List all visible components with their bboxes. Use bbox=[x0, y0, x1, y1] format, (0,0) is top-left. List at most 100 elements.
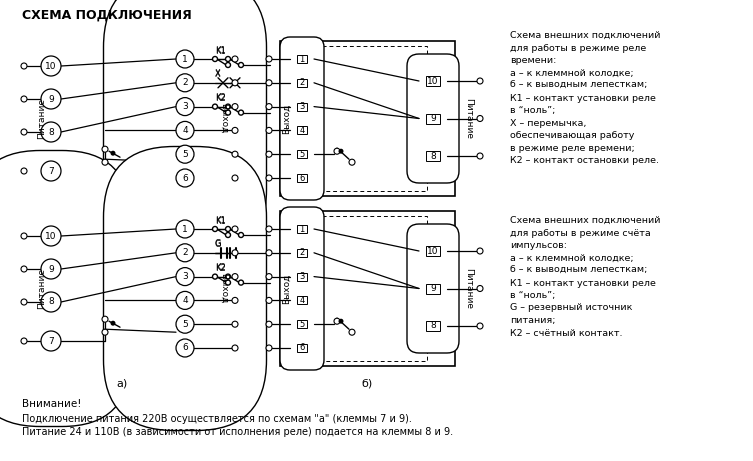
Text: Х – перемычка,: Х – перемычка, bbox=[510, 118, 587, 128]
Circle shape bbox=[232, 175, 238, 181]
Bar bbox=[426, 284, 440, 294]
Circle shape bbox=[225, 226, 230, 231]
Text: Выход: Выход bbox=[282, 273, 291, 304]
Text: 8: 8 bbox=[430, 152, 436, 160]
Text: 6: 6 bbox=[299, 343, 305, 353]
Text: Схема внешних подключений: Схема внешних подключений bbox=[510, 31, 660, 40]
Text: 9: 9 bbox=[430, 114, 436, 123]
Circle shape bbox=[176, 121, 194, 139]
Circle shape bbox=[102, 329, 108, 335]
Circle shape bbox=[176, 244, 194, 262]
Circle shape bbox=[41, 331, 61, 351]
Circle shape bbox=[176, 145, 194, 163]
Circle shape bbox=[266, 56, 272, 62]
Text: времени:: времени: bbox=[510, 56, 556, 65]
Circle shape bbox=[339, 319, 343, 324]
Circle shape bbox=[266, 175, 272, 181]
Text: 2: 2 bbox=[300, 78, 305, 87]
Circle shape bbox=[41, 259, 61, 279]
Circle shape bbox=[232, 104, 238, 110]
Circle shape bbox=[21, 233, 27, 239]
Bar bbox=[63, 216, 205, 361]
Text: K1: K1 bbox=[215, 215, 226, 225]
Circle shape bbox=[349, 159, 355, 165]
Circle shape bbox=[176, 267, 194, 286]
Circle shape bbox=[212, 226, 218, 231]
Bar bbox=[297, 79, 307, 87]
Circle shape bbox=[225, 110, 230, 115]
Circle shape bbox=[232, 250, 238, 256]
Circle shape bbox=[239, 110, 243, 115]
Bar bbox=[297, 126, 307, 135]
Text: 10: 10 bbox=[427, 77, 439, 85]
Circle shape bbox=[232, 127, 238, 133]
Text: 8: 8 bbox=[48, 128, 54, 136]
Text: 8: 8 bbox=[48, 297, 54, 307]
Circle shape bbox=[232, 80, 238, 86]
Circle shape bbox=[266, 250, 272, 256]
Text: K1: K1 bbox=[215, 217, 226, 225]
Circle shape bbox=[21, 338, 27, 344]
Circle shape bbox=[102, 146, 108, 152]
Circle shape bbox=[21, 129, 27, 135]
FancyBboxPatch shape bbox=[407, 54, 459, 183]
Text: 6: 6 bbox=[182, 173, 188, 183]
Bar bbox=[426, 113, 440, 124]
Text: в “ноль”;: в “ноль”; bbox=[510, 291, 556, 300]
Text: G: G bbox=[215, 239, 221, 248]
Circle shape bbox=[225, 57, 230, 61]
Circle shape bbox=[232, 226, 238, 232]
Text: X: X bbox=[215, 69, 221, 78]
Circle shape bbox=[111, 321, 115, 326]
Text: 8: 8 bbox=[430, 321, 436, 331]
Bar bbox=[297, 272, 307, 281]
Circle shape bbox=[102, 316, 108, 322]
Circle shape bbox=[477, 285, 483, 291]
Text: 9: 9 bbox=[48, 95, 54, 104]
Text: 9: 9 bbox=[430, 284, 436, 293]
Circle shape bbox=[477, 116, 483, 122]
Circle shape bbox=[239, 280, 243, 285]
Bar bbox=[297, 103, 307, 111]
Text: 1: 1 bbox=[300, 54, 305, 64]
Circle shape bbox=[41, 122, 61, 142]
Circle shape bbox=[21, 168, 27, 174]
Circle shape bbox=[225, 274, 230, 279]
Text: в “ноль”;: в “ноль”; bbox=[510, 106, 556, 115]
Circle shape bbox=[232, 56, 238, 62]
Text: K1: K1 bbox=[215, 46, 226, 54]
Circle shape bbox=[102, 159, 108, 165]
Bar bbox=[280, 41, 455, 196]
Text: б – к выводным лепесткам;: б – к выводным лепесткам; bbox=[510, 81, 648, 90]
Circle shape bbox=[239, 63, 243, 67]
Text: G – резервный источник: G – резервный источник bbox=[510, 303, 633, 313]
Bar bbox=[297, 150, 307, 158]
FancyBboxPatch shape bbox=[103, 0, 267, 260]
Text: 6: 6 bbox=[182, 343, 188, 353]
Text: X: X bbox=[215, 70, 221, 79]
Text: Выход: Выход bbox=[282, 103, 291, 134]
Text: Питание: Питание bbox=[38, 268, 47, 309]
Text: 2: 2 bbox=[182, 248, 187, 257]
Text: 5: 5 bbox=[300, 150, 305, 159]
Text: а – к клеммной колодке;: а – к клеммной колодке; bbox=[510, 69, 633, 77]
Circle shape bbox=[41, 226, 61, 246]
Circle shape bbox=[21, 96, 27, 102]
Circle shape bbox=[225, 104, 230, 109]
Circle shape bbox=[212, 274, 218, 279]
Bar bbox=[35, 41, 210, 196]
Circle shape bbox=[232, 151, 238, 157]
Text: питания;: питания; bbox=[510, 316, 556, 325]
Circle shape bbox=[334, 318, 340, 324]
Text: для работы в режиме реле: для работы в режиме реле bbox=[510, 43, 646, 53]
Circle shape bbox=[232, 321, 238, 327]
Text: Выход: Выход bbox=[220, 273, 228, 304]
Text: 1: 1 bbox=[182, 225, 188, 234]
Circle shape bbox=[334, 148, 340, 154]
Text: 4: 4 bbox=[182, 296, 187, 305]
Text: K2: K2 bbox=[215, 263, 226, 272]
Text: 3: 3 bbox=[182, 102, 188, 111]
Bar bbox=[297, 174, 307, 182]
Text: 10: 10 bbox=[45, 61, 56, 71]
Text: а – к клеммной колодке;: а – к клеммной колодке; bbox=[510, 254, 633, 262]
